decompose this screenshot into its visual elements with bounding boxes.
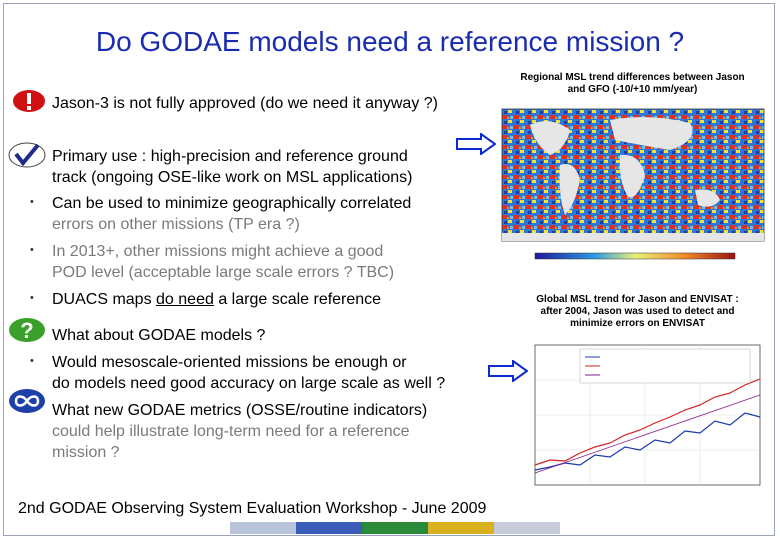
global-caption-line-1: Global MSL trend for Jason and ENVISAT : [536, 294, 739, 305]
footer-strip-segment [494, 522, 560, 534]
duacs-text-c: a large scale reference [213, 291, 382, 308]
exclamation-icon [13, 90, 45, 112]
bullet-duacs: • [30, 292, 34, 304]
metrics-line-3: mission ? [52, 444, 120, 461]
metrics-line-1: What new GODAE metrics (OSSE/routine ind… [52, 402, 428, 419]
slide-frame [3, 3, 775, 536]
footer-color-strip [230, 522, 560, 534]
map-caption-line-1: Regional MSL trend differences between J… [520, 72, 745, 83]
pod-line-2: POD level (acceptable large scale errors… [52, 264, 395, 281]
msl-trend-map [501, 108, 765, 260]
arrow-to-trend-icon [488, 360, 528, 382]
footer-strip-segment [296, 522, 362, 534]
checkmark-icon [8, 142, 46, 168]
footer-strip-segment [362, 522, 428, 534]
footer-text: 2nd GODAE Observing System Evaluation Wo… [18, 500, 487, 517]
global-caption-line-3: minimize errors on ENVISAT [570, 318, 705, 329]
map-caption-line-2: and GFO (-10/+10 mm/year) [567, 84, 698, 95]
global-msl-trend-plot [534, 344, 761, 486]
duacs-text: DUACS maps do need a large scale referen… [52, 289, 381, 310]
global-caption: Global MSL trend for Jason and ENVISAT :… [505, 294, 770, 330]
slide-title: Do GODAE models need a reference mission… [95, 26, 685, 57]
pod-line-1: In 2013+, other missions might achieve a… [52, 243, 384, 260]
infinity-icon [9, 389, 45, 413]
map-caption: Regional MSL trend differences between J… [495, 72, 770, 96]
duacs-text-emph: do need [156, 291, 214, 308]
bullet-meso: • [30, 355, 34, 367]
duacs-text-a: DUACS maps [52, 291, 157, 308]
minimize-line-1: Can be used to minimize geographically c… [52, 195, 412, 212]
svg-text:?: ? [20, 318, 33, 343]
jason3-text: Jason-3 is not fully approved (do we nee… [52, 95, 438, 112]
arrow-to-map-icon [456, 133, 496, 155]
footer-strip-segment [428, 522, 494, 534]
primary-use-line-2: track (ongoing OSE-like work on MSL appl… [52, 169, 413, 186]
bullet-pod: • [30, 244, 34, 256]
footer-strip-segment [230, 522, 296, 534]
minimize-line-2: errors on other missions (TP era ?) [52, 216, 300, 233]
global-caption-line-2: after 2004, Jason was used to detect and [540, 306, 735, 317]
primary-use-line-1: Primary use : high-precision and referen… [52, 148, 408, 165]
meso-line-2: do models need good accuracy on large sc… [52, 375, 446, 392]
about-models-text: What about GODAE models ? [52, 327, 266, 344]
bullet-minimize: • [30, 196, 34, 208]
metrics-line-2: could help illustrate long-term need for… [52, 423, 410, 440]
question-icon: ? [9, 318, 45, 343]
meso-line-1: Would mesoscale-oriented missions be eno… [52, 354, 407, 371]
